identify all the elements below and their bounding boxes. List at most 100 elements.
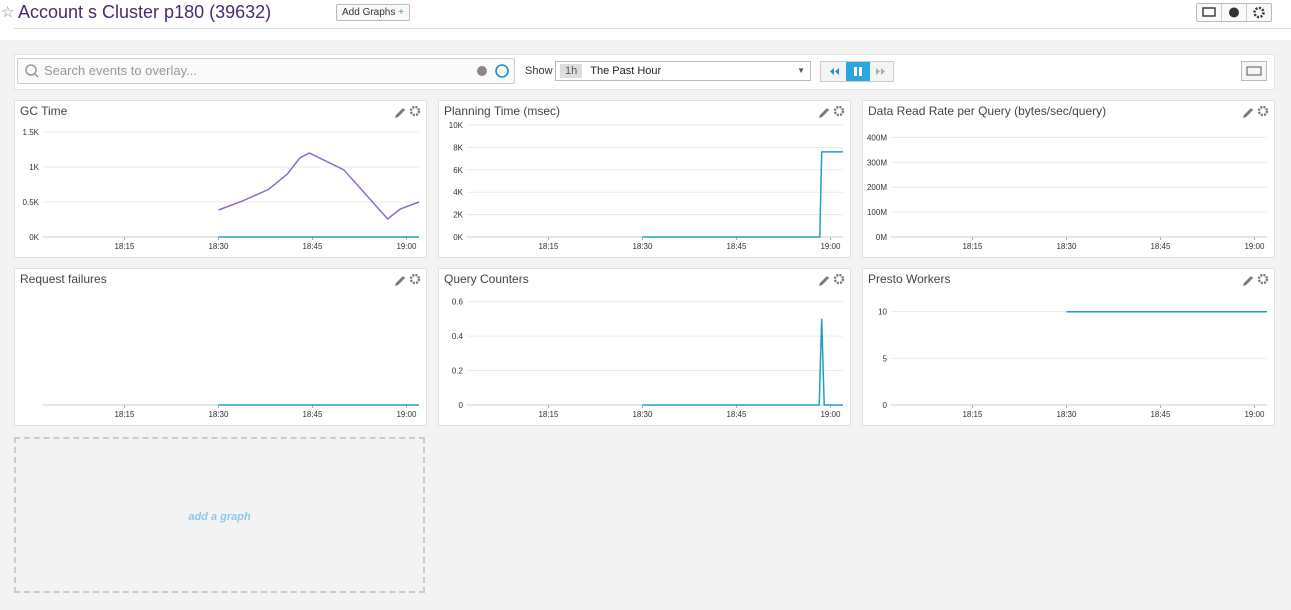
y-tick-label: 0K [29, 233, 39, 242]
y-tick-label: 400M [867, 133, 887, 142]
edit-icon[interactable] [1243, 276, 1253, 286]
x-tick-label: 19:00 [396, 410, 417, 419]
x-tick-label: 19:00 [396, 242, 417, 251]
magnifier-icon [25, 64, 37, 76]
plus-icon: + [398, 7, 404, 18]
y-tick-label: 200M [867, 183, 887, 192]
settings-icon[interactable] [409, 105, 421, 117]
x-tick-label: 18:45 [302, 242, 323, 251]
dashboard-title: Account s Cluster p180 (39632) [18, 2, 272, 22]
settings-icon[interactable] [409, 273, 421, 285]
x-tick-label: 18:15 [114, 242, 135, 251]
overlay-icon[interactable] [495, 64, 509, 78]
settings-icon[interactable] [833, 105, 845, 117]
y-tick-label: 300M [867, 158, 887, 167]
y-tick-label: 4K [453, 188, 463, 197]
monitor-icon[interactable] [1202, 7, 1216, 17]
graph-title: Planning Time (msec) [444, 104, 560, 118]
nav-icons [830, 62, 885, 81]
graph: Query Counters 0 0.2 0.4 0.6 18:15 18:30 18:45 1… [444, 272, 845, 419]
back-button[interactable] [830, 68, 839, 75]
add-graphs-button[interactable]: Add Graphs + [336, 4, 410, 21]
graph: Planning Time (msec) 0K 2K 4K 6K 8K 10K 18:15 18… [444, 104, 845, 251]
header: ☆ Account s Cluster p180 (39632) Add Gra… [0, 0, 1291, 40]
x-tick-label: 18:15 [962, 410, 983, 419]
edit-icon[interactable] [1243, 108, 1253, 118]
graph-title: Data Read Rate per Query (bytes/sec/quer… [868, 104, 1106, 118]
y-tick-label: 6K [453, 166, 463, 175]
graph-widget: Request failures 18:15 18:30 18:45 19:00 [14, 268, 427, 426]
x-tick-label: 18:30 [208, 242, 229, 251]
info-icon[interactable] [1229, 7, 1239, 18]
x-tick-label: 18:45 [726, 410, 747, 419]
add-graphs-label: Add Graphs [342, 7, 396, 18]
keyboard-button[interactable] [1241, 61, 1267, 81]
y-tick-label: 0.5K [23, 198, 40, 207]
x-tick-label: 18:30 [632, 242, 653, 251]
x-tick-label: 19:00 [820, 410, 841, 419]
graph-title: GC Time [20, 104, 68, 118]
time-nav [820, 61, 894, 82]
edit-icon[interactable] [395, 108, 405, 118]
x-tick-label: 19:00 [1244, 242, 1265, 251]
pause-button[interactable] [846, 62, 870, 81]
x-tick-label: 18:15 [538, 410, 559, 419]
icon-set [1202, 4, 1265, 21]
x-tick-label: 18:45 [1150, 242, 1171, 251]
x-tick-label: 18:30 [1056, 410, 1077, 419]
range-text: The Past Hour [590, 65, 662, 77]
header-icons[interactable] [1196, 3, 1272, 22]
edit-icon[interactable] [395, 276, 405, 286]
show-label: Show [525, 65, 553, 77]
pause-bar [854, 67, 857, 76]
graph-widget: Data Read Rate per Query (bytes/sec/quer… [862, 100, 1275, 258]
graph: GC Time 0K 0.5K 1K 1.5K 18:15 18:30 18:45 19:00 [20, 104, 421, 251]
x-tick-label: 18:45 [1150, 410, 1171, 419]
timeframe-select[interactable]: 1h The Past Hour ▼ [555, 61, 811, 81]
series-line [218, 152, 420, 221]
y-tick-label: 0.4 [452, 332, 464, 341]
x-tick-label: 18:45 [302, 410, 323, 419]
magnifier-handle [33, 72, 39, 78]
graph-widget: Presto Workers 0 5 10 18:15 18:30 18:45 19:00 [862, 268, 1275, 426]
y-tick-label: 0M [876, 233, 887, 242]
keyboard-icon [1246, 66, 1262, 76]
y-tick-label: 0 [883, 401, 888, 410]
graph-widget: Query Counters 0 0.2 0.4 0.6 18:15 18:30 18:45 1… [438, 268, 851, 426]
y-tick-label: 2K [453, 211, 463, 220]
settings-icon[interactable] [1257, 105, 1269, 117]
y-tick-label: 1K [29, 163, 39, 172]
x-tick-label: 19:00 [820, 242, 841, 251]
dropdown-arrow: ▼ [797, 66, 805, 75]
clear-icon[interactable] [477, 66, 487, 76]
y-tick-label: 0.2 [452, 367, 464, 376]
settings-icon[interactable] [1253, 6, 1265, 19]
pause-bar [859, 67, 862, 76]
range-short: 1h [560, 64, 583, 78]
series-line [642, 151, 843, 238]
settings-icon[interactable] [1257, 273, 1269, 285]
x-tick-label: 18:30 [208, 410, 229, 419]
series-line [642, 318, 843, 406]
graph: Request failures 18:15 18:30 18:45 19:00 [20, 272, 421, 419]
settings-icon[interactable] [833, 273, 845, 285]
y-tick-label: 0K [453, 233, 463, 242]
edit-icon[interactable] [819, 108, 829, 118]
search-input[interactable]: Search events to overlay... [17, 58, 515, 84]
add-graph-label: add a graph [188, 511, 251, 523]
y-tick-label: 5 [883, 354, 888, 363]
keyboard-frame [1241, 61, 1267, 81]
x-tick-label: 18:30 [632, 410, 653, 419]
graph-title: Query Counters [444, 272, 529, 286]
header-rule [14, 28, 1291, 29]
x-tick-label: 18:30 [1056, 242, 1077, 251]
graph-widget: Planning Time (msec) 0K 2K 4K 6K 8K 10K 18:15 18… [438, 100, 851, 258]
star-icon[interactable]: ☆ [1, 4, 15, 21]
y-tick-label: 0 [459, 401, 464, 410]
add-graph-box[interactable]: add a graph [14, 437, 425, 593]
search-icons [25, 64, 509, 78]
y-tick-label: 100M [867, 208, 887, 217]
forward-button[interactable] [876, 68, 885, 75]
x-tick-label: 18:15 [114, 410, 135, 419]
edit-icon[interactable] [819, 276, 829, 286]
